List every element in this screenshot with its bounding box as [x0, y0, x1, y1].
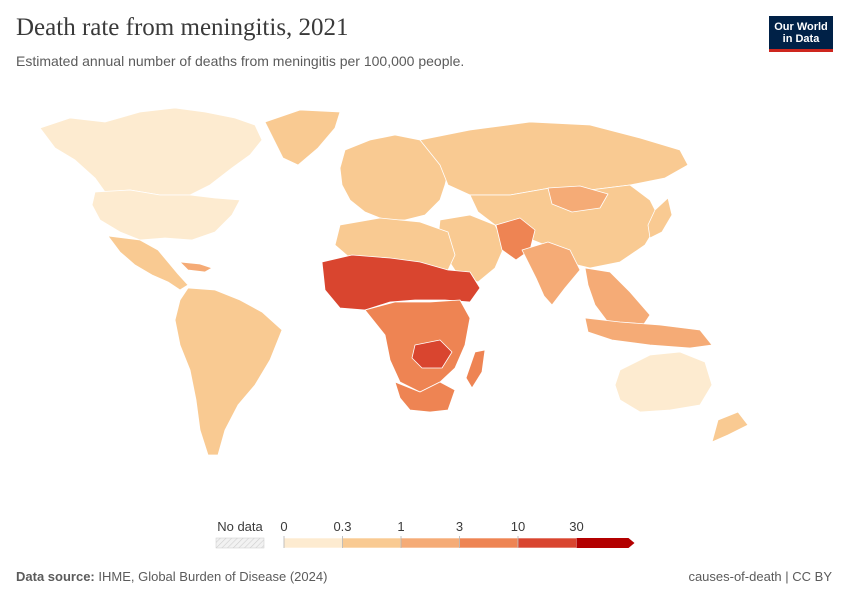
region-indonesia[interactable]	[584, 317, 713, 349]
legend-tick-label-2: 1	[397, 519, 404, 534]
legend-bin-3[interactable]	[459, 537, 519, 549]
region-sahel[interactable]	[321, 254, 481, 311]
legend-arrow	[576, 538, 635, 548]
footer-license[interactable]: causes-of-death | CC BY	[688, 569, 832, 584]
legend-tick-label-0: 0	[280, 519, 287, 534]
legend-tick-label-3: 3	[456, 519, 463, 534]
region-russia[interactable]	[419, 121, 689, 196]
owid-logo[interactable]: Our World in Data	[769, 16, 833, 52]
region-new-zealand[interactable]	[711, 411, 749, 443]
legend-no-data-label: No data	[217, 519, 263, 534]
legend-bin-1[interactable]	[342, 537, 402, 549]
footer-source-label: Data source:	[16, 569, 95, 584]
region-canada[interactable]	[39, 107, 263, 196]
footer-source-text[interactable]: IHME, Global Burden of Disease (2024)	[98, 569, 328, 584]
region-japan[interactable]	[647, 197, 673, 239]
logo-line-1: Our World	[774, 21, 828, 33]
legend-tick-label-5: 30	[569, 519, 583, 534]
region-madagascar[interactable]	[465, 349, 486, 389]
region-south-asia[interactable]	[521, 241, 581, 306]
footer-source: Data source: IHME, Global Burden of Dise…	[16, 569, 327, 584]
region-greenland[interactable]	[264, 109, 341, 166]
legend-no-data-swatch	[215, 537, 265, 549]
legend-bin-0[interactable]	[283, 537, 343, 549]
legend-tick-label-4: 10	[511, 519, 525, 534]
region-south-america[interactable]	[174, 287, 283, 456]
region-usa[interactable]	[91, 189, 241, 241]
region-mexico[interactable]	[107, 235, 189, 291]
legend-tick-label-1: 0.3	[333, 519, 351, 534]
region-australia[interactable]	[614, 351, 713, 413]
logo-line-2: in Data	[782, 33, 820, 45]
chart-title: Death rate from meningitis, 2021	[16, 14, 349, 41]
region-southern-africa[interactable]	[394, 381, 456, 413]
legend-bin-2[interactable]	[400, 537, 460, 549]
world-map	[39, 107, 749, 456]
chart-subtitle: Estimated annual number of deaths from m…	[16, 53, 465, 69]
region-europe[interactable]	[339, 134, 451, 221]
region-mongolia[interactable]	[547, 185, 609, 213]
region-caribbean[interactable]	[179, 261, 213, 273]
region-zambia[interactable]	[411, 339, 453, 369]
legend-bin-4[interactable]	[517, 537, 577, 549]
